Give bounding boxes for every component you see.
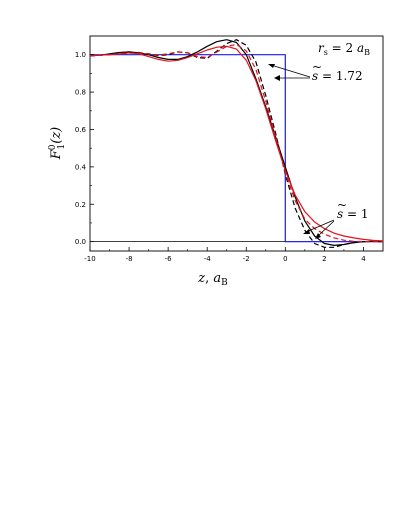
series-line-5 (89, 43, 383, 243)
s172-tilde: ~ (312, 60, 322, 74)
s172-arrowhead-2 (274, 75, 280, 81)
series-line-1 (90, 54, 383, 243)
s1-arrowhead-2 (315, 233, 321, 239)
y-tick-label: 0.8 (75, 89, 86, 97)
y-axis-ticks: 0.0 0.2 0.4 0.6 0.8 1.0 (75, 51, 94, 246)
x-axis-title: z, aB (197, 271, 228, 288)
y-tick-label: 0.4 (75, 163, 87, 171)
plot-frame (89, 35, 384, 252)
series-line-4 (89, 45, 384, 242)
s172-label: s = 1.72 (312, 69, 363, 83)
rs-annotation: rs = 2 aB (318, 41, 370, 57)
s1-arrowhead-1 (303, 229, 310, 234)
s172-annotation: s = 1.72 ~ (268, 60, 363, 83)
y-tick-label: 0.0 (75, 238, 86, 246)
series-layer (89, 39, 384, 248)
y-tick-label: 1.0 (75, 51, 86, 59)
y-axis-title: F01(z) (48, 127, 67, 161)
x-tick-label: 0 (283, 255, 287, 263)
x-tick-label: 4 (361, 255, 366, 263)
x-tick-label: -2 (243, 255, 250, 263)
plot-area (89, 35, 384, 252)
s172-arrowhead-1 (268, 64, 275, 68)
y-tick-label: 0.2 (75, 201, 86, 209)
s1-annotation: s = 1 ~ (303, 198, 369, 239)
x-tick-label: 2 (322, 255, 326, 263)
s1-pointer-1 (305, 219, 335, 233)
s1-label: s = 1 (337, 207, 369, 221)
x-tick-label: -10 (84, 255, 95, 263)
s1-tilde: ~ (337, 198, 347, 212)
x-tick-label: -8 (126, 255, 133, 263)
s1-pointer-2 (317, 220, 335, 237)
x-axis-ticks: -10 -8 -6 -4 -2 0 2 4 (84, 247, 366, 263)
x-tick-label: -6 (165, 255, 173, 263)
y-tick-label: 0.6 (75, 126, 87, 134)
x-tick-label: -4 (204, 255, 212, 263)
s172-pointer-1 (270, 64, 311, 78)
